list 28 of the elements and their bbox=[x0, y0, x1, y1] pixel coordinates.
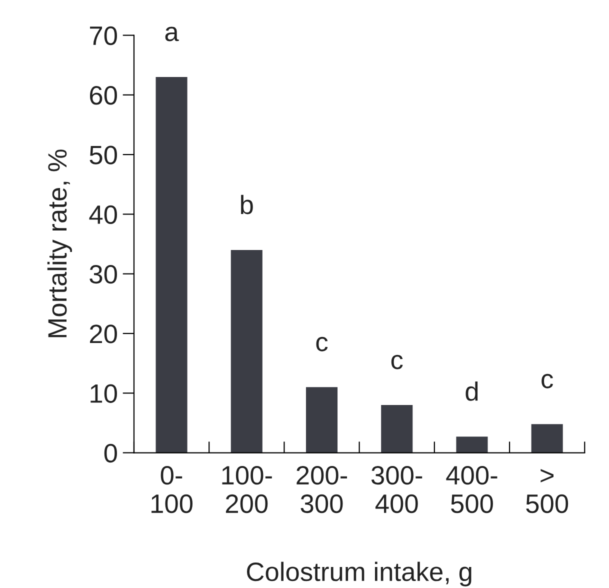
y-tick-label: 20 bbox=[90, 324, 117, 344]
y-tick-label: 10 bbox=[90, 384, 117, 403]
bar bbox=[156, 77, 188, 453]
x-axis-title: Colostrum intake, g bbox=[246, 562, 472, 586]
y-axis-title: Mortality rate, % bbox=[47, 150, 72, 338]
x-tick-label: 200- 300 bbox=[296, 466, 347, 514]
y-tick-label: 60 bbox=[90, 86, 117, 105]
annotation: a bbox=[165, 26, 179, 42]
annotation: c bbox=[316, 336, 328, 352]
annotation: b bbox=[241, 194, 253, 214]
y-tick-label: 50 bbox=[90, 146, 117, 164]
y-tick-label: 40 bbox=[89, 205, 117, 224]
bar bbox=[456, 436, 488, 453]
bar bbox=[381, 405, 413, 453]
bar bbox=[306, 387, 338, 453]
bar bbox=[230, 250, 262, 453]
y-tick-label: 70 bbox=[90, 26, 117, 46]
annotation: d bbox=[466, 382, 478, 401]
annotation: c bbox=[391, 354, 403, 370]
bar bbox=[531, 424, 563, 453]
y-tick-label: 0 bbox=[104, 444, 117, 463]
x-tick-label: 400- 500 bbox=[446, 466, 498, 514]
annotation: c bbox=[542, 374, 553, 388]
x-tick-label: > 500 bbox=[526, 469, 568, 514]
y-tick-label: 30 bbox=[90, 264, 117, 284]
x-tick-label: 300- 400 bbox=[371, 466, 422, 514]
x-tick-label: 100- 200 bbox=[222, 466, 272, 514]
x-tick-label: 0- 100 bbox=[152, 466, 193, 514]
